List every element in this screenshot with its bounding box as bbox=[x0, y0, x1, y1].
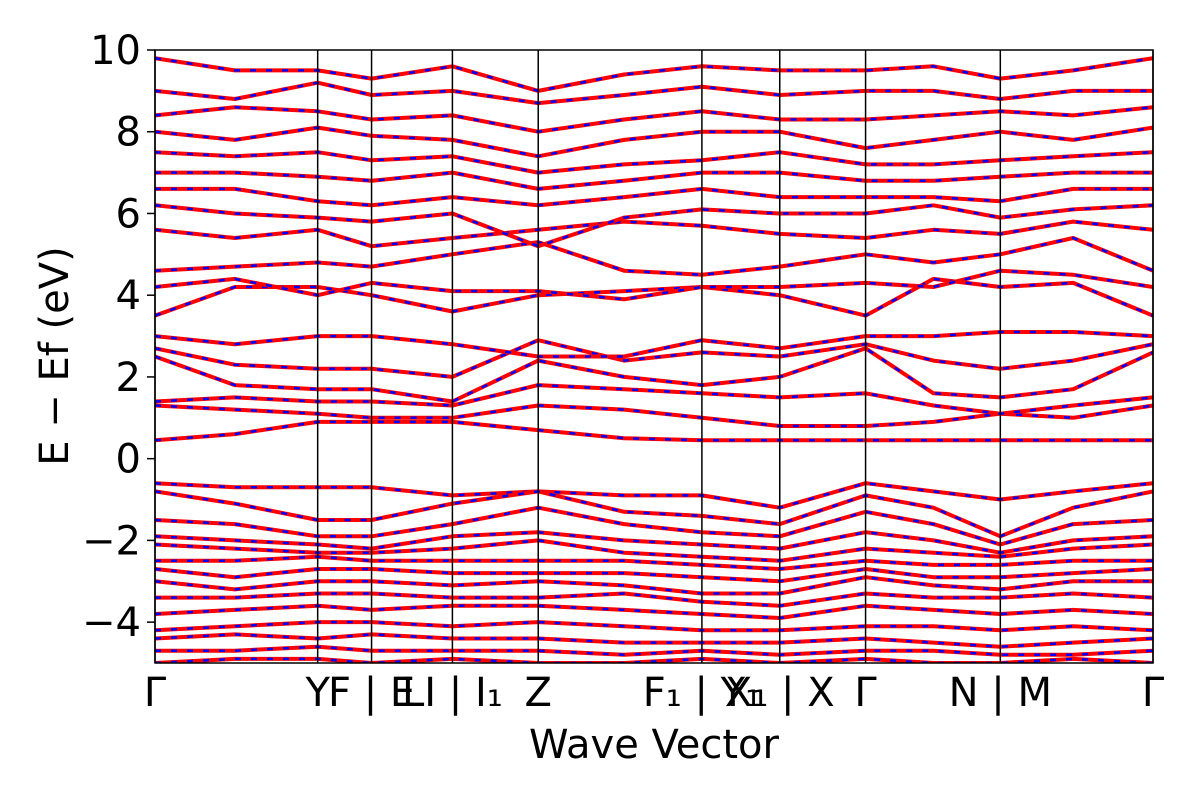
band-line-dashed bbox=[155, 220, 1153, 248]
y-tick-label: 2 bbox=[116, 355, 141, 401]
band-line-dashed bbox=[155, 204, 1153, 248]
band-line bbox=[155, 80, 1153, 106]
band-line bbox=[155, 330, 1153, 359]
y-tick-label: 10 bbox=[90, 28, 141, 74]
band-line-dashed bbox=[155, 555, 1153, 571]
band-line-dashed bbox=[155, 404, 1153, 428]
band-line-dashed bbox=[155, 338, 1153, 379]
band-line bbox=[155, 481, 1153, 510]
band-line bbox=[155, 419, 1153, 443]
x-tick-label: Γ bbox=[1142, 670, 1165, 716]
x-tick-label: Γ bbox=[144, 670, 167, 716]
band-line-dashed bbox=[155, 150, 1153, 174]
band-line-dashed bbox=[155, 126, 1153, 158]
band-line bbox=[155, 530, 1153, 555]
band-line bbox=[155, 186, 1153, 208]
x-axis-label: Wave Vector bbox=[529, 722, 780, 768]
band-line-dashed bbox=[155, 171, 1153, 191]
band-line bbox=[155, 383, 1153, 416]
band-line-dashed bbox=[155, 604, 1153, 620]
band-line-dashed bbox=[155, 506, 1153, 546]
x-tick-label: F | E bbox=[328, 670, 415, 716]
band-line bbox=[155, 632, 1153, 649]
x-tick-label: Z bbox=[525, 670, 552, 716]
band-line bbox=[155, 105, 1153, 134]
y-tick-label: 0 bbox=[116, 437, 141, 483]
band-line-dashed bbox=[155, 575, 1153, 595]
band-line-dashed bbox=[155, 633, 1153, 648]
x-tick-label: Y bbox=[304, 670, 330, 716]
x-tick-label: F₁ | Y₁ bbox=[643, 670, 761, 716]
band-line bbox=[155, 203, 1153, 249]
band-line-dashed bbox=[155, 567, 1153, 583]
x-tick-label: Γ bbox=[854, 670, 877, 716]
y-tick-label: −2 bbox=[82, 518, 141, 564]
x-tick-label: X₁ | X bbox=[725, 670, 835, 716]
band-line-dashed bbox=[155, 277, 1153, 317]
x-tick-label: N | M bbox=[949, 670, 1052, 716]
band-line-dashed bbox=[155, 645, 1153, 657]
band-line bbox=[155, 656, 1153, 663]
band-line-dashed bbox=[155, 620, 1153, 632]
band-line bbox=[155, 150, 1153, 175]
x-tick-label: LI | I₁ bbox=[402, 670, 503, 716]
band-line-dashed bbox=[155, 81, 1153, 105]
band-line bbox=[155, 276, 1153, 318]
y-tick-label: 4 bbox=[116, 273, 141, 319]
band-line-dashed bbox=[155, 269, 1153, 301]
band-line bbox=[155, 338, 1153, 379]
band-line-dashed bbox=[155, 490, 1153, 538]
band-line-dashed bbox=[155, 420, 1153, 442]
bands bbox=[155, 56, 1153, 663]
band-line-dashed bbox=[155, 592, 1153, 608]
band-line-dashed bbox=[155, 481, 1153, 509]
y-tick-label: 6 bbox=[116, 191, 141, 237]
band-line-dashed bbox=[155, 347, 1153, 403]
band-line-dashed bbox=[155, 56, 1153, 93]
band-line bbox=[155, 575, 1153, 596]
band-line-dashed bbox=[155, 539, 1153, 563]
y-tick-label: 8 bbox=[116, 110, 141, 156]
band-line-dashed bbox=[155, 187, 1153, 207]
y-tick-label: −4 bbox=[82, 600, 141, 646]
y-axis-label: E − Ef (eV) bbox=[32, 246, 78, 465]
band-line-dashed bbox=[155, 236, 1153, 277]
